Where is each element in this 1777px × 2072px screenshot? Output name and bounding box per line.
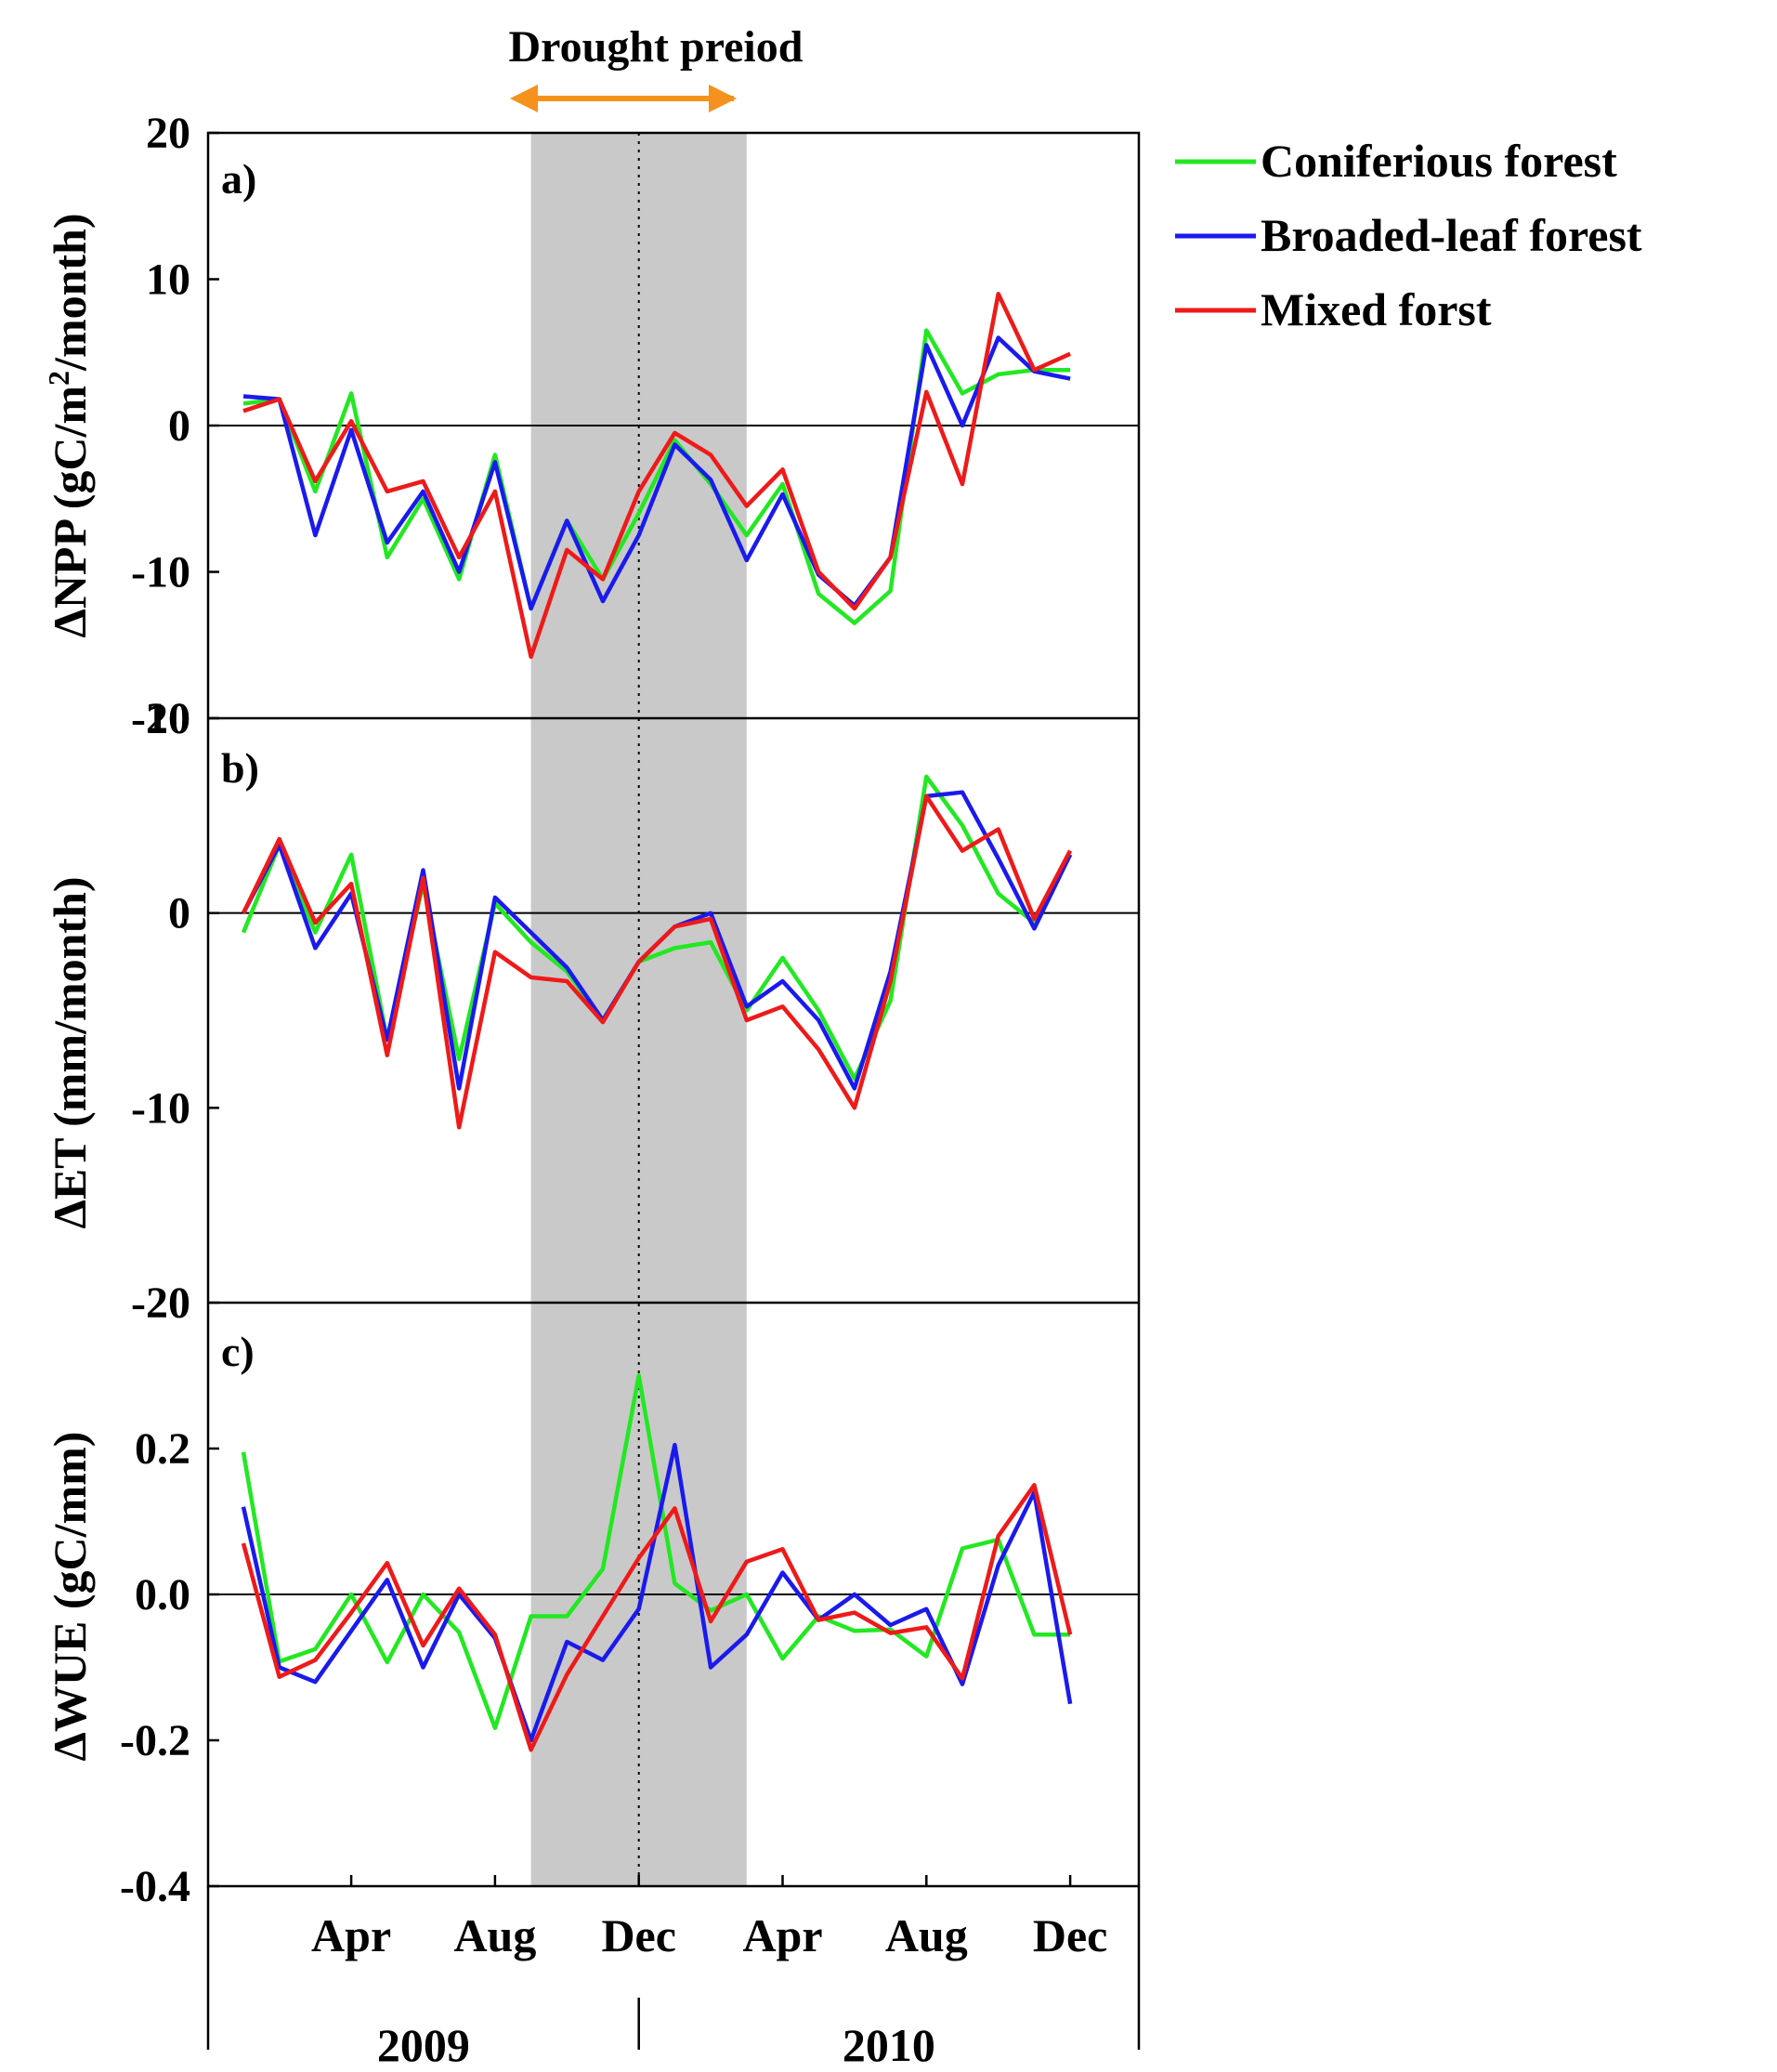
panel-npp: -20 -10 0 10 20 a) ΔNPP (gC/m2/month)	[42, 109, 1139, 743]
legend-label-broadleaf: Broaded-leaf forest	[1261, 209, 1642, 261]
y-tick-label: 0	[168, 889, 190, 938]
series-line-broadleaf	[241, 1442, 1073, 1743]
legend-label-mixed: Mixed forst	[1261, 283, 1492, 335]
series-line-broadleaf	[242, 335, 1071, 611]
y-axis-label-npp-sup: 2	[42, 371, 75, 386]
panel-wue: -0.4 -0.2 0.0 0.2 c) ΔWUE (gC/mm)	[44, 1328, 1139, 1911]
x-tick-label: Apr	[311, 1909, 391, 1961]
y-tick-label: 10	[146, 694, 190, 743]
y-axis-label-npp: ΔNPP (gC/m2/month)	[42, 213, 96, 637]
x-tick-label: Aug	[453, 1909, 536, 1961]
x-tick-label: Apr	[742, 1909, 822, 1961]
y-tick-label: 0	[168, 401, 190, 451]
x-axis-ticks: Apr Aug Dec Apr Aug Dec	[311, 1875, 1107, 1961]
series-line-mixed	[241, 793, 1073, 1130]
y-tick-label: -0.4	[120, 1862, 190, 1911]
y-tick-label: -20	[131, 694, 190, 743]
y-tick-label: -10	[131, 1083, 190, 1133]
legend-label-coniferious: Coniferious forest	[1261, 135, 1617, 187]
year-label-2010: 2010	[843, 2019, 935, 2071]
panel-label-c: c)	[221, 1328, 255, 1375]
year-label-2009: 2009	[377, 2019, 470, 2071]
legend: Coniferious forest Broaded-leaf forest M…	[1175, 135, 1642, 335]
x-tick-label: Dec	[601, 1909, 676, 1961]
y-tick-label: 0.0	[135, 1570, 190, 1620]
y-tick-label: -10	[131, 548, 190, 597]
y-tick-label: 10	[146, 256, 190, 305]
y-axis-label-npp-main: ΔNPP (gC/m	[44, 386, 96, 638]
y-tick-label: -20	[131, 1279, 190, 1328]
series-line-mixed	[241, 1483, 1073, 1752]
x-tick-label: Dec	[1033, 1909, 1108, 1961]
y-tick-label: 20	[146, 109, 190, 158]
y-axis-label-npp-tail: /month)	[44, 213, 96, 371]
panel-et: -20 -10 0 10 b) ΔET (mm/month)	[44, 694, 1139, 1328]
plot-frame	[206, 131, 1141, 1888]
y-axis-label-wue: ΔWUE (gC/mm)	[44, 1432, 96, 1762]
panel-label-b: b)	[221, 744, 259, 792]
y-axis-label-et: ΔET (mm/month)	[44, 876, 96, 1228]
series-line-mixed	[242, 292, 1072, 660]
x-tick-label: Aug	[885, 1909, 968, 1961]
y-tick-label: 0.2	[135, 1424, 190, 1474]
panel-label-a: a)	[221, 155, 256, 203]
drought-period-label: Drought preiod	[509, 22, 804, 72]
y-tick-label: -0.2	[120, 1716, 190, 1765]
